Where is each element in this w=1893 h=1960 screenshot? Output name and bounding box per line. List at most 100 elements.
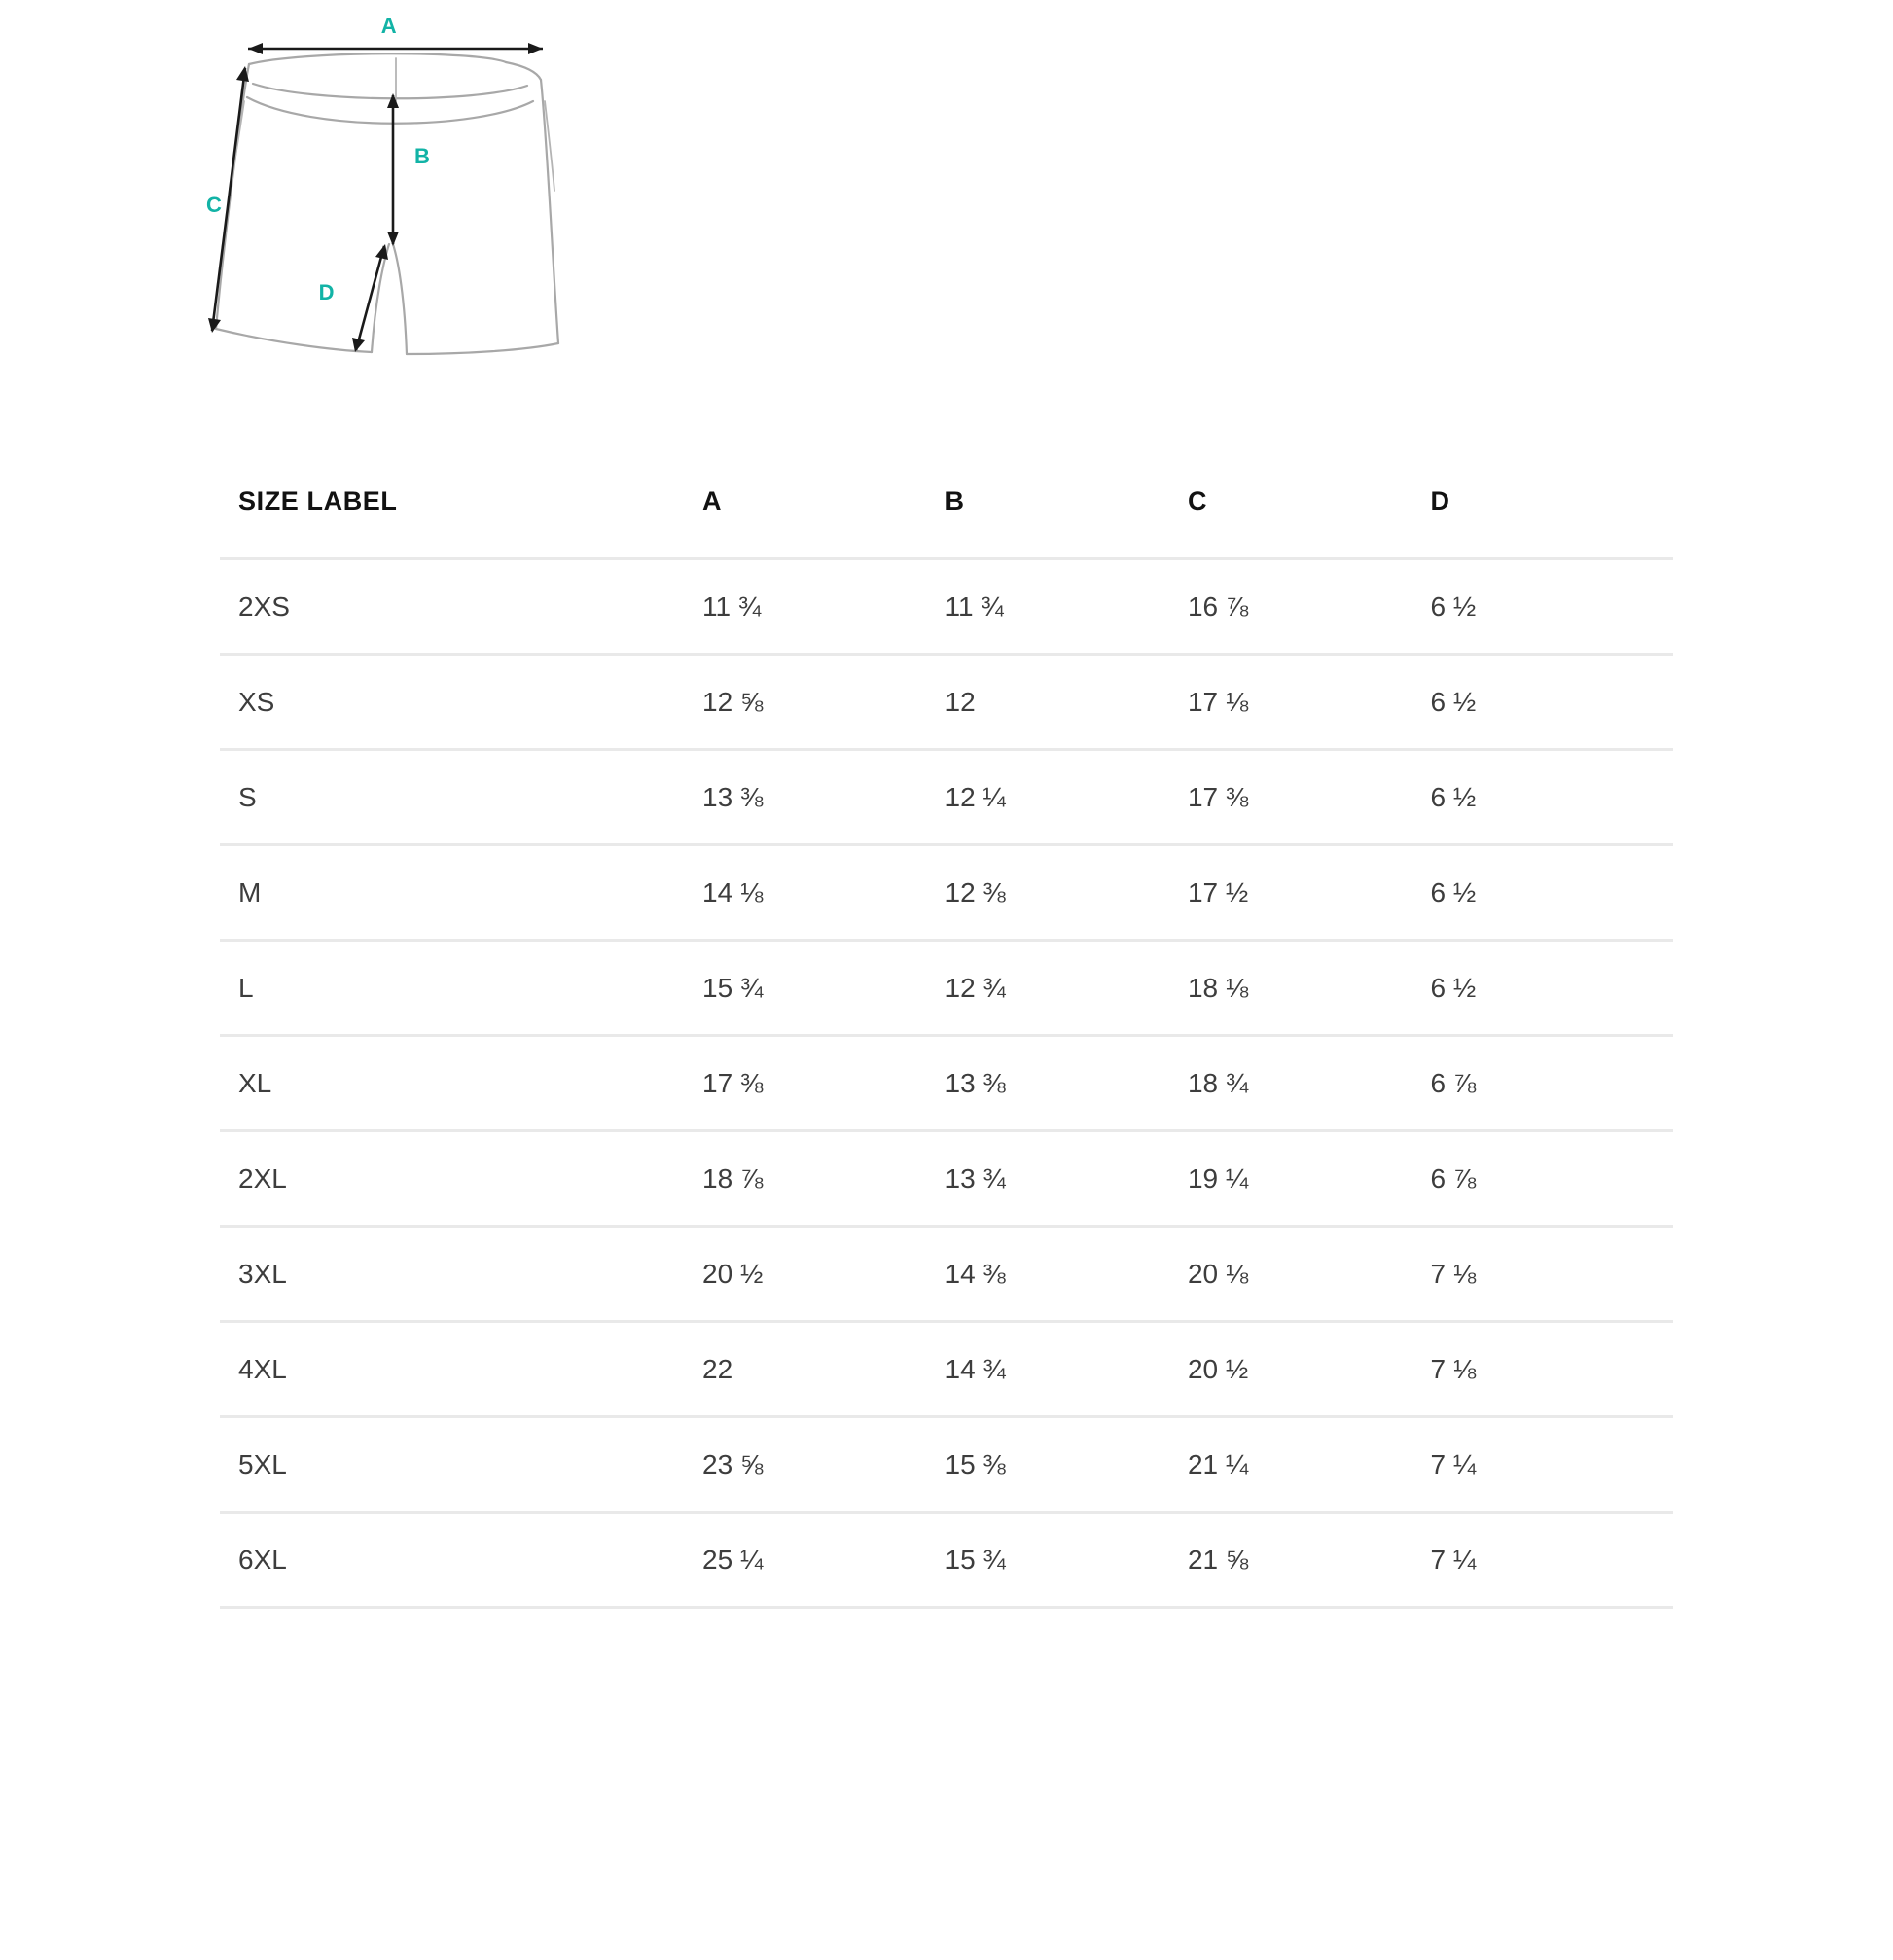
waistband-bottom bbox=[251, 82, 529, 100]
table-row: 3XL 20 ½ 14 ⅜ 20 ⅛ 7 ⅛ bbox=[220, 1226, 1673, 1322]
cell-d: 6 ⅞ bbox=[1430, 1067, 1477, 1098]
cell-size: 2XL bbox=[238, 1162, 287, 1194]
cell-a: 15 ¾ bbox=[702, 972, 764, 1003]
cell-d: 7 ¼ bbox=[1430, 1448, 1477, 1479]
cell-d: 6 ½ bbox=[1430, 686, 1477, 717]
measure-d-arrow-top bbox=[375, 244, 388, 260]
cell-d: 7 ⅛ bbox=[1430, 1258, 1477, 1289]
cell-a: 11 ¾ bbox=[702, 590, 762, 622]
cell-size: 5XL bbox=[238, 1448, 287, 1479]
table-body: 2XS 11 ¾ 11 ¾ 16 ⅞ 6 ½ XS 12 ⅝ 12 17 ⅛ 6… bbox=[220, 558, 1673, 1608]
cell-b: 13 ¾ bbox=[945, 1162, 1006, 1194]
cell-b: 12 ¼ bbox=[945, 781, 1006, 812]
column-header-c: C bbox=[1187, 486, 1208, 516]
right-outer-seam bbox=[539, 78, 560, 345]
left-inseam bbox=[370, 242, 391, 354]
cell-a: 20 ½ bbox=[702, 1258, 764, 1289]
cell-size: S bbox=[238, 781, 257, 812]
cell-size: M bbox=[238, 876, 262, 908]
table-row: 6XL 25 ¼ 15 ¾ 21 ⅝ 7 ¼ bbox=[220, 1512, 1673, 1608]
cell-b: 12 bbox=[945, 686, 976, 717]
column-header-b: B bbox=[945, 486, 965, 516]
cell-a: 13 ⅜ bbox=[702, 781, 764, 812]
table-row: S 13 ⅜ 12 ¼ 17 ⅜ 6 ½ bbox=[220, 749, 1673, 845]
cell-a: 25 ¼ bbox=[702, 1544, 764, 1575]
dim-label-b: B bbox=[414, 144, 430, 168]
measure-a-arrow-left bbox=[248, 43, 263, 54]
dim-label-d: D bbox=[319, 280, 335, 304]
column-header-a: A bbox=[702, 486, 723, 516]
cell-b: 11 ¾ bbox=[945, 590, 1004, 622]
table-row: 4XL 22 14 ¾ 20 ½ 7 ⅛ bbox=[220, 1321, 1673, 1417]
right-inseam bbox=[391, 242, 409, 356]
cell-a: 14 ⅛ bbox=[702, 876, 764, 908]
size-table: SIZE LABEL A B C D 2XS 11 ¾ 11 ¾ 16 ⅞ 6 … bbox=[220, 486, 1673, 1609]
table-row: XL 17 ⅜ 13 ⅜ 18 ¾ 6 ⅞ bbox=[220, 1035, 1673, 1131]
cell-d: 7 ¼ bbox=[1430, 1544, 1477, 1575]
cell-d: 6 ½ bbox=[1430, 590, 1477, 622]
measure-c: C bbox=[206, 66, 249, 333]
cell-b: 14 ⅜ bbox=[945, 1258, 1006, 1289]
cell-c: 17 ½ bbox=[1187, 876, 1249, 908]
cell-size: 6XL bbox=[238, 1544, 287, 1575]
cell-a: 22 bbox=[702, 1353, 733, 1384]
measure-b: B bbox=[387, 93, 430, 246]
measure-a-arrow-right bbox=[528, 43, 543, 54]
cell-a: 12 ⅝ bbox=[702, 686, 764, 717]
measure-d-line bbox=[354, 245, 386, 351]
right-hem bbox=[405, 341, 560, 356]
table-row: 2XL 18 ⅞ 13 ¾ 19 ¼ 6 ⅞ bbox=[220, 1130, 1673, 1227]
cell-b: 15 ⅜ bbox=[945, 1448, 1006, 1479]
measure-d-arrow-bottom bbox=[352, 338, 365, 352]
cell-d: 6 ½ bbox=[1430, 781, 1477, 812]
column-header-d: D bbox=[1430, 486, 1450, 516]
measure-c-arrow-bottom bbox=[208, 318, 221, 333]
dim-label-c: C bbox=[206, 193, 222, 217]
cell-c: 20 ½ bbox=[1187, 1353, 1249, 1384]
cell-d: 6 ⅞ bbox=[1430, 1162, 1477, 1194]
table-row: 5XL 23 ⅝ 15 ⅜ 21 ¼ 7 ¼ bbox=[220, 1416, 1673, 1513]
measure-b-arrow-top bbox=[387, 93, 399, 108]
cell-size: 3XL bbox=[238, 1258, 287, 1289]
cell-c: 21 ⅝ bbox=[1187, 1544, 1249, 1575]
cell-d: 7 ⅛ bbox=[1430, 1353, 1477, 1384]
cell-size: XS bbox=[238, 686, 275, 717]
measure-c-line bbox=[210, 67, 247, 332]
cell-b: 13 ⅜ bbox=[945, 1067, 1006, 1098]
right-pocket-detail bbox=[544, 100, 555, 192]
cell-b: 14 ¾ bbox=[945, 1353, 1006, 1384]
column-header-size: SIZE LABEL bbox=[238, 486, 398, 516]
cell-c: 19 ¼ bbox=[1187, 1162, 1249, 1194]
waistband-top-right bbox=[504, 60, 543, 82]
cell-size: 2XS bbox=[238, 590, 290, 622]
left-outer-seam bbox=[214, 62, 251, 331]
shorts-outline bbox=[214, 53, 560, 356]
cell-b: 12 ¾ bbox=[945, 972, 1006, 1003]
table-row: XS 12 ⅝ 12 17 ⅛ 6 ½ bbox=[220, 654, 1673, 750]
measure-d: D bbox=[319, 244, 388, 352]
cell-size: XL bbox=[238, 1067, 272, 1098]
cell-a: 23 ⅝ bbox=[702, 1448, 764, 1479]
cell-c: 17 ⅛ bbox=[1187, 686, 1249, 717]
measure-c-arrow-top bbox=[236, 66, 249, 82]
cell-b: 12 ⅜ bbox=[945, 876, 1006, 908]
measure-a: A bbox=[248, 14, 543, 54]
cell-a: 18 ⅞ bbox=[702, 1162, 764, 1194]
cell-d: 6 ½ bbox=[1430, 972, 1477, 1003]
shorts-diagram: A B C D bbox=[185, 8, 730, 377]
cell-c: 16 ⅞ bbox=[1187, 590, 1249, 622]
waistband-top-left bbox=[247, 53, 508, 66]
cell-c: 20 ⅛ bbox=[1187, 1258, 1249, 1289]
table-row: 2XS 11 ¾ 11 ¾ 16 ⅞ 6 ½ bbox=[220, 558, 1673, 655]
table-header-row: SIZE LABEL A B C D bbox=[220, 486, 1673, 559]
measure-b-arrow-bottom bbox=[387, 232, 399, 246]
cell-c: 17 ⅜ bbox=[1187, 781, 1249, 812]
left-hem bbox=[214, 327, 374, 354]
cell-a: 17 ⅜ bbox=[702, 1067, 764, 1098]
cell-c: 18 ⅛ bbox=[1187, 972, 1249, 1003]
table-header: SIZE LABEL A B C D bbox=[220, 486, 1673, 559]
cell-c: 18 ¾ bbox=[1187, 1067, 1249, 1098]
cell-c: 21 ¼ bbox=[1187, 1448, 1249, 1479]
cell-d: 6 ½ bbox=[1430, 876, 1477, 908]
size-chart-table: SIZE LABEL A B C D 2XS 11 ¾ 11 ¾ 16 ⅞ 6 … bbox=[220, 486, 1673, 1609]
